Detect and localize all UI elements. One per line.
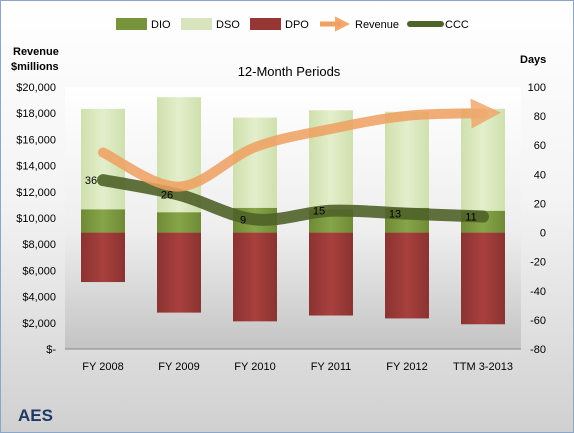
lines: 36 26 9 15 13 11 [85, 98, 501, 226]
revenue-line [98, 98, 501, 192]
left-axis-label-line1: Revenue [13, 46, 59, 58]
bar-dso [233, 117, 277, 208]
category-label: FY 2009 [158, 361, 199, 373]
right-tick-label: 100 [528, 82, 546, 94]
ccc-line [97, 174, 489, 226]
bar-dpo [157, 232, 201, 313]
bars [81, 97, 505, 325]
legend-label-ccc: CCC [445, 19, 469, 31]
bar-dio [81, 209, 125, 233]
right-tick-label: -80 [530, 344, 546, 356]
left-tick-label: $8,000 [22, 239, 56, 251]
right-tick-label: 0 [540, 228, 546, 240]
left-tick-label: $2,000 [22, 318, 56, 330]
left-tick-label: $12,000 [16, 187, 56, 199]
ccc-data-label: 11 [465, 212, 476, 224]
left-tick-label: $- [46, 344, 56, 356]
right-tick-label: -60 [530, 315, 546, 327]
left-tick-label: $14,000 [16, 161, 56, 173]
ccc-data-label: 13 [389, 209, 401, 221]
left-axis-ticks: $- $2,000 $4,000 $6,000 $8,000 $10,000 $12,000… [16, 82, 56, 356]
category-label: FY 2012 [386, 361, 427, 373]
ccc-data-label: 15 [313, 206, 325, 218]
legend-label-dio: DIO [151, 19, 171, 31]
bar-dio [157, 212, 201, 233]
legend-label-revenue: Revenue [355, 19, 399, 31]
bar-dpo [461, 232, 505, 325]
left-axis-label-line2: $millions [11, 61, 59, 73]
ccc-data-label: 36 [85, 175, 97, 187]
legend-swatch-dso [181, 18, 212, 30]
left-tick-label: $4,000 [22, 292, 56, 304]
right-tick-label: -20 [530, 257, 546, 269]
right-tick-label: 60 [534, 140, 546, 152]
category-labels: FY 2008 FY 2009 FY 2010 FY 2011 FY 2012 TTM 3… [82, 361, 513, 373]
legend: DIO DSO DPO Revenue CCC [116, 16, 469, 32]
right-tick-label: -40 [530, 286, 546, 298]
legend-label-dso: DSO [216, 19, 240, 31]
right-tick-label: 20 [534, 198, 546, 210]
bar-dso [461, 108, 505, 211]
company-name: AES [18, 406, 53, 425]
category-label: TTM 3-2013 [453, 361, 513, 373]
right-tick-label: 40 [534, 169, 546, 181]
ccc-data-label: 9 [240, 214, 246, 226]
left-tick-label: $6,000 [22, 265, 56, 277]
bar-dpo [309, 232, 353, 316]
bar-dpo [233, 232, 277, 322]
bar-dpo [385, 232, 429, 319]
left-tick-label: $16,000 [16, 134, 56, 146]
right-axis-label: Days [520, 54, 546, 66]
legend-swatch-dio [116, 18, 147, 30]
category-label: FY 2008 [82, 361, 123, 373]
right-tick-label: 80 [534, 111, 546, 123]
left-tick-label: $18,000 [16, 108, 56, 120]
legend-swatch-dpo [250, 18, 281, 30]
category-label: FY 2010 [234, 361, 275, 373]
chart-title: 12-Month Periods [238, 64, 341, 79]
ccc-data-label: 26 [161, 190, 173, 202]
right-axis-ticks: -80 -60 -40 -20 0 20 40 60 80 100 [528, 82, 546, 356]
bar-dpo [81, 232, 125, 283]
left-tick-label: $20,000 [16, 82, 56, 94]
bar-dso [385, 111, 429, 208]
legend-label-dpo: DPO [285, 19, 309, 31]
left-tick-label: $10,000 [16, 213, 56, 225]
category-label: FY 2011 [311, 361, 352, 373]
